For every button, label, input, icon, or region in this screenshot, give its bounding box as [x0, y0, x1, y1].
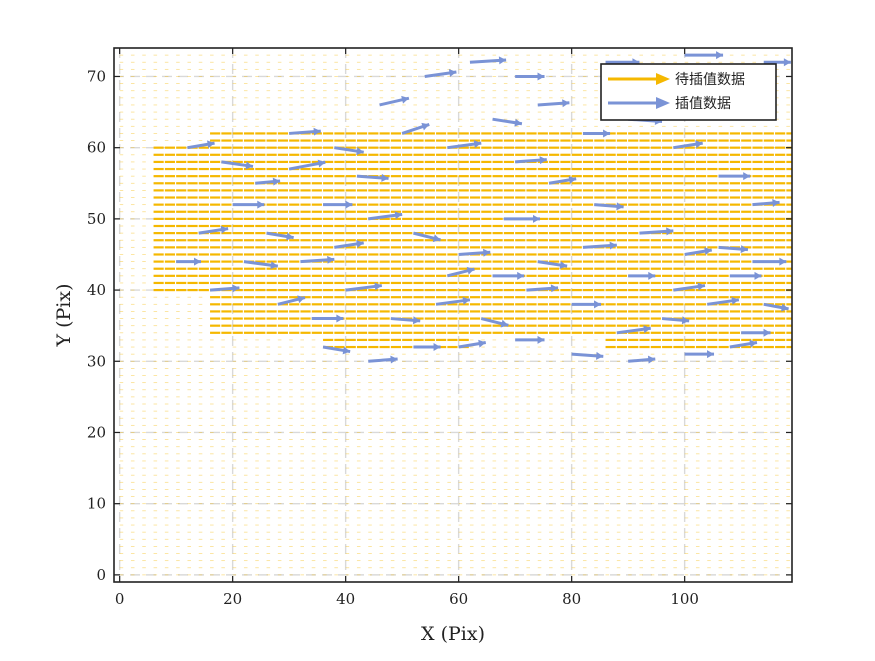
quiver-arrowhead-interpolated: [559, 261, 568, 270]
legend-label-interpolated: 插值数据: [675, 96, 731, 112]
quiver-arrowhead-interpolated: [245, 161, 253, 170]
x-tick-label: 100: [670, 590, 699, 608]
y-tick-label: 30: [87, 352, 106, 370]
quiver-arrowhead-interpolated: [731, 296, 739, 305]
quiver-arrowhead-interpolated: [539, 156, 547, 165]
quiver-arrowhead-interpolated: [412, 316, 421, 325]
ticks: 0 20 40 60 80 100 0 10 20 30 40 50 60 70: [87, 48, 792, 608]
quiver-arrowhead-interpolated: [462, 296, 470, 305]
quiver-arrowhead-interpolated: [603, 129, 611, 138]
quiver-arrowhead-interpolated: [647, 355, 656, 364]
series-to-interpolate: [119, 54, 792, 576]
y-tick-label: 50: [87, 210, 106, 228]
quiver-arrowhead-interpolated: [432, 234, 441, 243]
y-tick-label: 70: [87, 67, 106, 85]
quiver-arrowhead-interpolated: [537, 72, 545, 81]
quiver-arrowhead-interpolated: [609, 241, 617, 250]
quiver-arrowhead-interpolated: [272, 177, 281, 186]
quiver-arrowhead-interpolated: [342, 346, 351, 355]
y-tick-label: 40: [87, 281, 106, 299]
legend: 待插值数据 插值数据: [600, 63, 777, 121]
quiver-arrowhead-interpolated: [616, 202, 624, 211]
quiver-arrowhead-interpolated: [207, 140, 215, 149]
quiver-arrowhead-interpolated: [681, 316, 690, 325]
quiver-arrowhead-interpolated: [466, 266, 475, 275]
legend-arrowhead-interpolated: [656, 97, 670, 109]
quiver-arrowhead-interpolated: [257, 200, 265, 209]
series-interpolated: [176, 51, 791, 364]
quiver-arrowhead-interpolated: [783, 58, 791, 67]
quiver-arrowhead-interpolated: [220, 225, 229, 234]
quiver-arrowhead-interpolated: [517, 271, 525, 280]
quiver-arrowhead-interpolated: [401, 95, 409, 104]
quiver-arrowhead-interpolated: [594, 300, 602, 309]
y-tick-label: 0: [96, 566, 106, 584]
quiver-arrowhead-interpolated: [345, 200, 353, 209]
quiver-arrowhead-interpolated: [327, 255, 335, 264]
quiver-arrowhead-interpolated: [740, 245, 748, 254]
quiver-arrowhead-interpolated: [374, 282, 382, 291]
quiver-arrowhead-interpolated: [697, 282, 705, 291]
quiver-arrowhead-interpolated: [749, 339, 757, 348]
quiver-arrowhead-interpolated: [194, 257, 202, 266]
quiver-arrowhead-interpolated: [448, 68, 457, 77]
quiver-arrowhead-interpolated: [336, 314, 344, 323]
quiver-arrowhead-interpolated: [514, 118, 522, 127]
quiver-arrowhead-interpolated: [716, 51, 724, 60]
x-tick-label: 80: [562, 590, 581, 608]
legend-label-to-interpolate: 待插值数据: [675, 72, 745, 88]
x-tick-label: 60: [449, 590, 468, 608]
legend-box: [600, 63, 777, 121]
quiver-arrowhead-interpolated: [596, 351, 604, 360]
quiver-arrowhead-interpolated: [666, 227, 674, 236]
quiver-arrowhead-interpolated: [270, 261, 278, 270]
y-axis-label: Y (Pix): [53, 284, 75, 348]
quiver-arrowhead-interpolated: [781, 303, 789, 312]
quiver-arrowhead-interpolated: [421, 122, 430, 131]
quiver-arrowhead-interpolated: [562, 99, 570, 108]
quiver-arrowhead-interpolated: [779, 257, 787, 266]
quiver-arrowhead-interpolated: [707, 350, 715, 359]
x-tick-label: 20: [223, 590, 242, 608]
quiver-arrowhead-interpolated: [537, 335, 545, 344]
y-tick-label: 20: [87, 423, 106, 441]
quiver-arrowhead-interpolated: [313, 127, 321, 136]
quiver-arrowhead-interpolated: [394, 211, 403, 220]
quiver-arrowhead-interpolated: [232, 284, 240, 293]
quiver-arrowhead-interpolated: [478, 339, 486, 348]
quiver-arrowhead-interpolated: [483, 248, 491, 257]
plot-background: [114, 48, 792, 582]
y-tick-label: 10: [87, 495, 106, 513]
quiver-arrowhead-interpolated: [286, 232, 294, 241]
x-axis-label: X (Pix): [421, 623, 485, 645]
quiver-arrowhead-interpolated: [356, 147, 364, 156]
y-tick-label: 60: [87, 139, 106, 157]
x-tick-label: 0: [115, 590, 125, 608]
quiver-arrowhead-interpolated: [317, 159, 326, 168]
x-tick-label: 40: [336, 590, 355, 608]
quiver-arrowhead-interpolated: [473, 140, 482, 149]
quiver-arrowhead-interpolated: [498, 56, 507, 65]
quiver-arrowhead-interpolated: [643, 325, 651, 334]
quiver-arrowhead-interpolated: [381, 173, 389, 182]
quiver-arrowhead-interpolated: [356, 239, 364, 248]
quiver-arrowhead-interpolated: [568, 175, 577, 184]
quiver-arrowhead-interpolated: [648, 271, 656, 280]
quiver-arrowhead-interpolated: [297, 295, 305, 304]
quiver-arrowhead-interpolated: [772, 198, 780, 207]
quiver-arrowhead-interpolated: [433, 343, 441, 352]
quiver-arrowhead-interpolated: [695, 140, 703, 149]
quiver-arrowhead-interpolated: [743, 172, 751, 181]
quiver-arrowhead-interpolated: [533, 214, 541, 223]
quiver-arrowhead-interpolated: [550, 284, 559, 293]
quiver-arrowhead-interpolated: [704, 247, 712, 256]
quiver-arrowhead-interpolated: [754, 271, 762, 280]
quiver-arrowhead-interpolated: [390, 355, 398, 364]
plot-frame: [113, 47, 793, 583]
quiver-arrowhead-interpolated: [763, 328, 771, 337]
legend-arrowhead-to-interpolate: [656, 73, 670, 85]
quiver-arrowhead-interpolated: [500, 319, 509, 328]
